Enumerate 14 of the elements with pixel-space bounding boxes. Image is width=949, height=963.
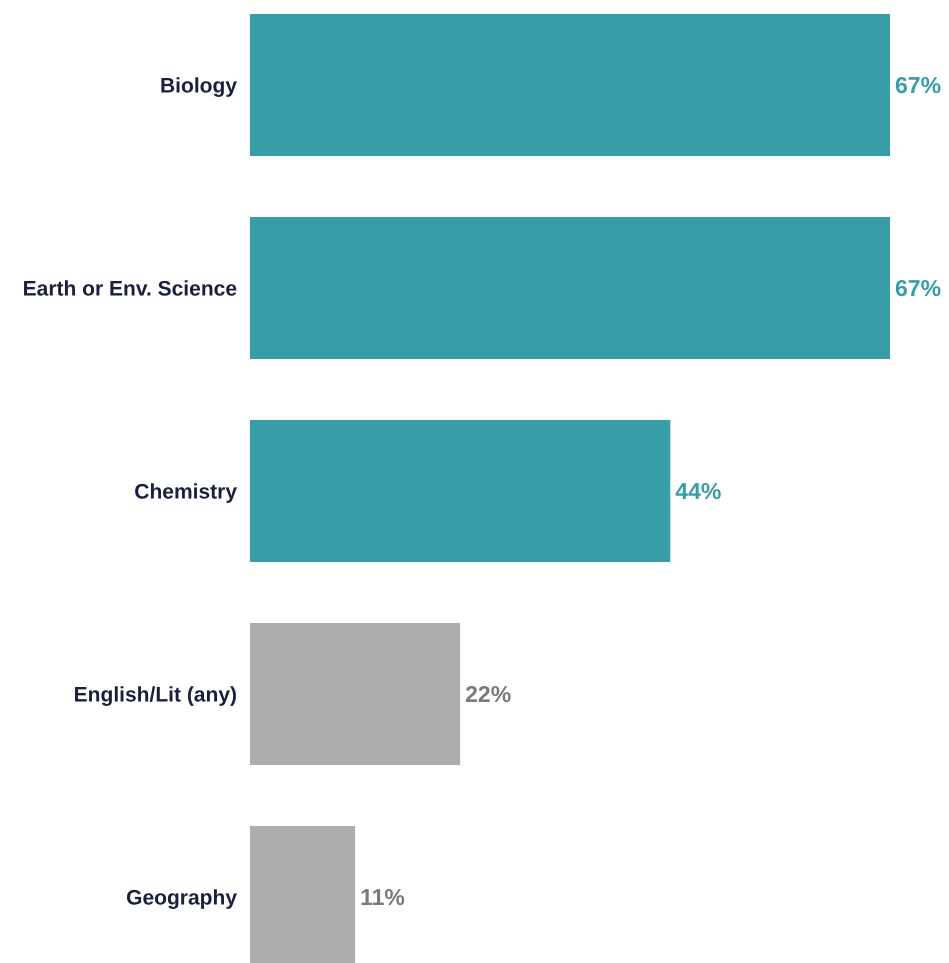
data-label: 67% (895, 72, 942, 98)
y-tick-label: Chemistry (134, 480, 238, 504)
data-label: 44% (675, 478, 722, 504)
data-label: 11% (360, 884, 405, 910)
y-tick-label: Geography (126, 886, 238, 910)
bar (250, 420, 670, 562)
bar (250, 217, 890, 359)
data-label: 22% (465, 681, 512, 708)
y-tick-label: English/Lit (any) (74, 683, 237, 706)
data-label: 67% (895, 275, 942, 302)
bar (250, 14, 890, 156)
y-tick-label: Biology (160, 74, 238, 98)
bar (250, 623, 460, 765)
y-tick-label: Earth or Env. Science (22, 277, 237, 300)
